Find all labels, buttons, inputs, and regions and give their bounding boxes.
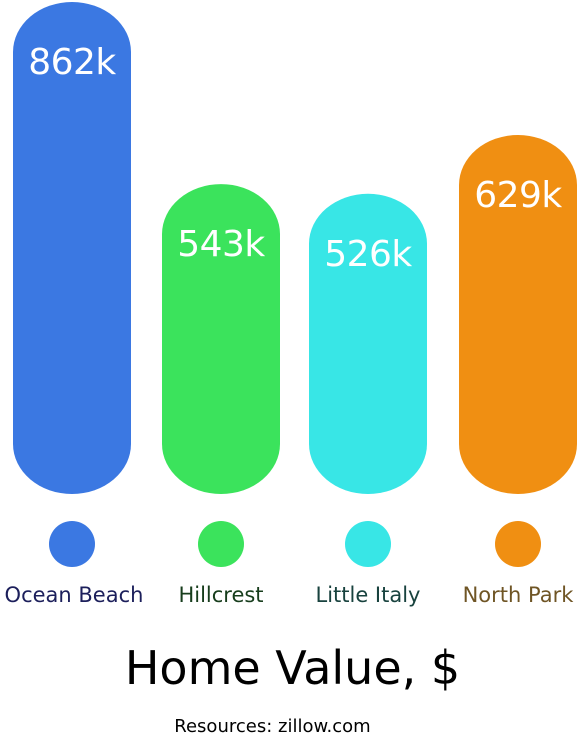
bar-group: 543k Hillcrest: [162, 184, 280, 607]
bar: [459, 134, 577, 494]
category-label: Hillcrest: [178, 583, 263, 607]
category-label: North Park: [463, 583, 575, 607]
category-dot: [495, 521, 541, 567]
bar: [13, 2, 131, 494]
chart-source: Resources: zillow.com: [174, 716, 371, 737]
bar-value-label: 543k: [177, 224, 265, 265]
chart-title: Home Value, $: [124, 641, 461, 695]
bar-value-label: 526k: [324, 234, 412, 275]
bar-value-label: 629k: [474, 175, 562, 216]
bar-group: 526k Little Italy: [309, 193, 427, 607]
bar-group: 629k North Park: [459, 134, 577, 607]
bar: [162, 184, 280, 494]
bar: [309, 193, 427, 494]
bar-value-label: 862k: [28, 42, 116, 83]
category-dot: [198, 521, 244, 567]
category-dot: [49, 521, 95, 567]
category-label: Little Italy: [316, 583, 421, 607]
category-label: Ocean Beach: [5, 583, 144, 607]
bar-group: 862k Ocean Beach: [5, 2, 144, 607]
category-dot: [345, 521, 391, 567]
